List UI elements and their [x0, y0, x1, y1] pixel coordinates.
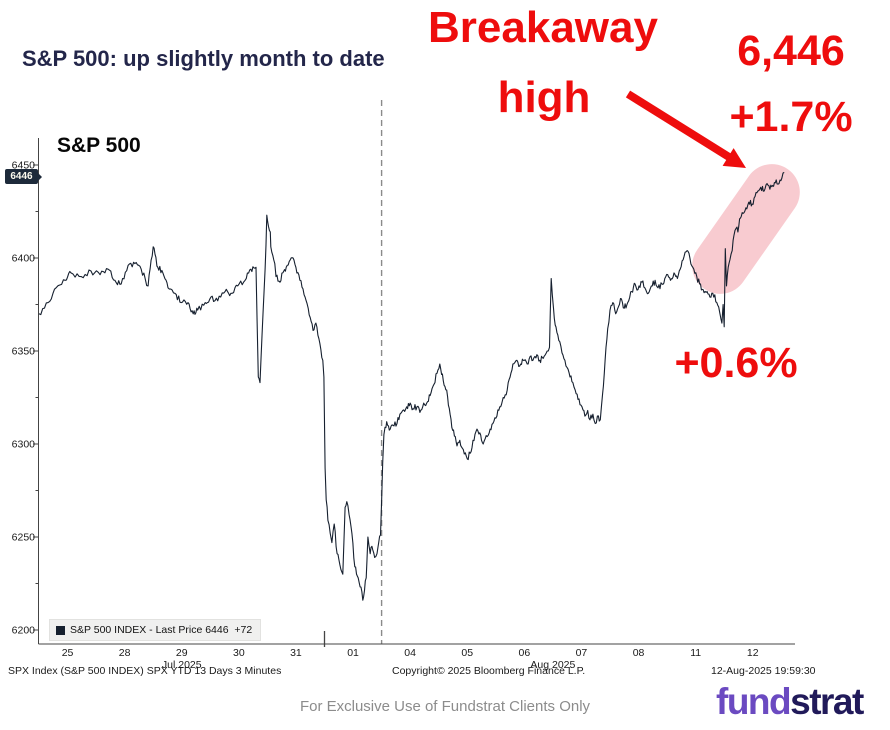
annotation-pct-change-mid: +0.6%	[674, 339, 798, 387]
x-day-label: 29	[176, 647, 188, 659]
y-tick-label: 6450	[12, 160, 36, 172]
x-day-label: 25	[62, 647, 74, 659]
legend-swatch-icon	[56, 625, 65, 635]
legend: S&P 500 INDEX - Last Price 6446 +72	[49, 619, 262, 641]
x-day-label: 06	[519, 647, 531, 659]
annotation-arrow-shaft	[625, 90, 732, 161]
logo-part-fund: fund	[716, 681, 792, 722]
x-day-label: 30	[233, 647, 245, 659]
fundstrat-logo: fundstrat	[716, 680, 864, 724]
x-day-label: 01	[347, 647, 359, 659]
x-day-label: 07	[576, 647, 588, 659]
y-tick-label: 6350	[12, 346, 36, 358]
x-month-label: Aug 2025	[530, 659, 575, 671]
x-month-label: Jul 2025	[162, 659, 202, 671]
last-price-badge: 6446	[5, 169, 42, 184]
footer-disclaimer: For Exclusive Use of Fundstrat Clients O…	[299, 698, 591, 715]
x-day-label: 11	[690, 647, 701, 659]
logo-part-strat: strat	[790, 681, 864, 722]
annotation-arrow-head-icon	[722, 148, 746, 168]
x-day-label: 04	[404, 647, 416, 659]
x-day-label: 31	[290, 647, 302, 659]
price-line	[38, 171, 785, 601]
annotation-last-price: 6,446	[737, 27, 845, 75]
x-day-label: 08	[633, 647, 645, 659]
chart-source-line: SPX Index (S&P 500 INDEX) SPX YTD 13 Day…	[8, 665, 282, 677]
annotation-pct-change-top: +1.7%	[729, 93, 853, 141]
y-tick-label: 6400	[12, 253, 36, 265]
chart-timestamp: 12-Aug-2025 19:59:30	[711, 665, 816, 677]
y-tick-label: 6300	[12, 439, 36, 451]
annotation-breakaway-line1: Breakaway	[428, 3, 658, 52]
x-day-label: 28	[119, 647, 131, 659]
annotation-breakaway-line2: high	[497, 73, 591, 122]
chart-series-label: S&P 500	[57, 134, 141, 157]
y-tick-label: 6250	[12, 532, 36, 544]
x-day-label: 12	[747, 647, 759, 659]
page-title: S&P 500: up slightly month to date	[22, 46, 385, 71]
x-day-label: 05	[461, 647, 473, 659]
chart-copyright: Copyright© 2025 Bloomberg Finance L.P.	[392, 665, 586, 677]
legend-label: S&P 500 INDEX - Last Price 6446 +72	[70, 624, 253, 636]
y-tick-label: 6200	[12, 625, 36, 637]
